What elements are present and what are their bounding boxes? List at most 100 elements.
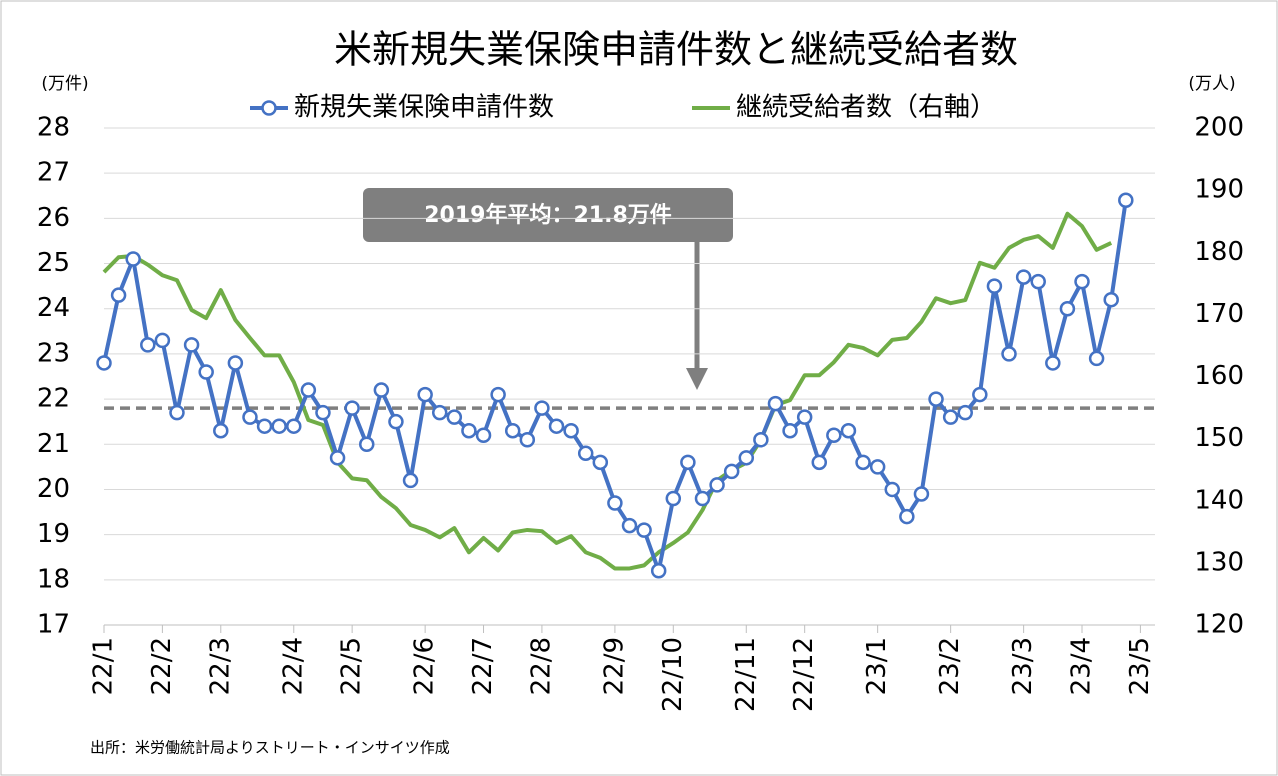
- y-tick-label: 26: [37, 203, 70, 233]
- data-point: [1074, 273, 1090, 290]
- annotation: 2019年平均：21.8万件: [363, 188, 733, 390]
- x-tick-label: 22/12: [789, 637, 819, 712]
- data-point: [738, 450, 755, 466]
- y-tick-label: 22: [37, 384, 70, 414]
- data-point: [96, 355, 112, 371]
- data-point: [753, 432, 769, 448]
- data-point: [972, 386, 988, 403]
- y-tick-label: 25: [37, 248, 70, 278]
- y-tick-label: 24: [37, 293, 70, 323]
- data-point: [534, 400, 550, 416]
- data-point: [519, 432, 536, 448]
- y-tick-label: 23: [37, 338, 70, 368]
- y2-tick-label: 130: [1194, 547, 1244, 577]
- y2-axis-label: (万人): [1188, 74, 1235, 94]
- data-point: [461, 422, 477, 439]
- data-point: [359, 436, 375, 453]
- y-tick-label: 20: [37, 474, 70, 504]
- data-point: [227, 355, 244, 371]
- data-point: [490, 386, 506, 403]
- y-tick-label: 18: [37, 564, 70, 594]
- source-note: 出所：米労働統計局よりストリート・インサイツ作成: [90, 739, 450, 757]
- data-point: [680, 454, 696, 471]
- x-tick-label: 22/2: [147, 637, 177, 695]
- legend-label: 新規失業保険申請件数: [294, 93, 554, 123]
- data-point: [125, 251, 141, 267]
- data-point: [504, 422, 521, 439]
- data-point: [329, 450, 346, 466]
- annotation-arrowhead: [686, 368, 708, 390]
- series-line: [102, 211, 1113, 571]
- data-point: [110, 287, 127, 303]
- x-tick-label: 22/9: [599, 637, 629, 695]
- x-tick-label: 22/7: [468, 637, 498, 695]
- data-point: [694, 490, 711, 507]
- data-point: [286, 418, 302, 434]
- y-axis-label: (万件): [41, 74, 88, 94]
- y-tick-label: 19: [37, 519, 70, 549]
- data-point: [782, 422, 798, 439]
- x-tick-label: 23/2: [935, 637, 965, 695]
- x-tick-label: 23/4: [1067, 637, 1097, 695]
- x-tick-label: 22/5: [337, 637, 367, 695]
- y2-tick-label: 200: [1194, 113, 1244, 143]
- data-point: [840, 422, 857, 439]
- y2-tick-label: 150: [1194, 423, 1244, 453]
- data-point: [899, 508, 915, 525]
- y2-tick-label: 190: [1194, 175, 1244, 205]
- data-point: [242, 409, 258, 425]
- data-point: [315, 404, 331, 421]
- data-point: [271, 418, 287, 434]
- data-point: [942, 409, 959, 425]
- data-point: [417, 386, 433, 403]
- y2-tick-label: 180: [1194, 237, 1244, 267]
- x-tick-label: 22/1: [89, 637, 119, 695]
- data-point: [300, 382, 317, 398]
- x-tick-label: 22/11: [731, 637, 761, 712]
- data-point: [607, 495, 623, 511]
- data-point: [636, 522, 652, 538]
- data-point: [475, 427, 492, 443]
- data-point: [446, 409, 463, 425]
- x-tick-label: 22/8: [526, 637, 556, 695]
- data-point: [884, 481, 900, 498]
- x-tick-label: 22/6: [410, 637, 440, 695]
- x-tick-label: 23/3: [1008, 637, 1038, 695]
- data-point: [1015, 269, 1032, 285]
- data-point: [928, 391, 944, 407]
- data-point: [198, 364, 214, 380]
- annotation-text: 2019年平均：21.8万件: [424, 202, 672, 228]
- data-point: [344, 400, 360, 416]
- data-point: [1059, 300, 1076, 317]
- y-tick-label: 17: [37, 610, 70, 640]
- data-point: [577, 445, 594, 462]
- x-tick-label: 22/3: [205, 637, 235, 695]
- data-point: [796, 409, 813, 425]
- y-tick-label: 28: [37, 113, 70, 143]
- y2-tick-label: 160: [1194, 361, 1244, 391]
- data-point: [548, 418, 565, 434]
- data-point: [767, 395, 784, 412]
- y2-tick-label: 120: [1194, 610, 1244, 640]
- data-point: [869, 459, 886, 475]
- data-point: [1045, 355, 1061, 371]
- x-tick-label: 22/10: [658, 637, 688, 712]
- x-tick-label: 22/4: [278, 637, 308, 695]
- annotation-box: [363, 188, 733, 242]
- data-point: [986, 278, 1003, 294]
- data-point: [213, 422, 229, 439]
- data-point: [621, 517, 638, 534]
- data-point: [140, 337, 156, 353]
- data-point: [1088, 350, 1105, 367]
- data-point: [388, 413, 404, 430]
- data-point: [723, 463, 740, 480]
- data-point: [402, 472, 419, 489]
- y-tick-label: 27: [37, 158, 70, 188]
- data-point: [183, 337, 200, 353]
- data-point: [855, 454, 871, 471]
- data-point: [1030, 273, 1046, 290]
- data-point: [665, 490, 682, 507]
- data-point: [563, 422, 579, 439]
- y2-tick-label: 140: [1194, 485, 1244, 515]
- data-point: [1103, 291, 1119, 308]
